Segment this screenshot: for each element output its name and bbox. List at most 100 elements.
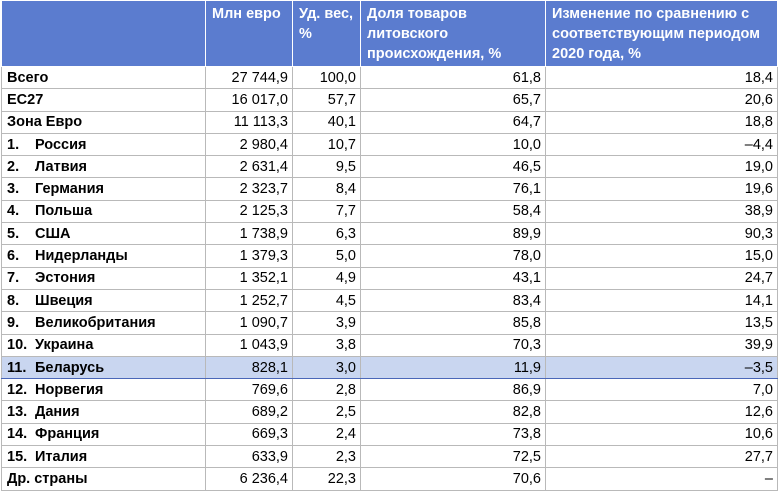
country-name: Великобритания — [35, 314, 156, 331]
country-cell: Др. страны — [1, 467, 206, 491]
lt-origin-share-cell: 85,8 — [360, 311, 546, 335]
lt-origin-share-cell: 89,9 — [360, 222, 546, 246]
lt-origin-share-cell: 43,1 — [360, 266, 546, 290]
header-country — [1, 1, 206, 67]
change-cell: 27,7 — [545, 445, 778, 469]
value-mln-eur-cell: 633,9 — [205, 445, 293, 469]
share-cell: 6,3 — [292, 222, 361, 246]
value-mln-eur-cell: 689,2 — [205, 400, 293, 424]
header-lt-origin-share: Доля товаров литовского происхождения, % — [360, 1, 546, 67]
value-mln-eur-cell: 669,3 — [205, 422, 293, 447]
table-row: Др. страны 6 236,4 22,3 70,6– — [1, 467, 778, 491]
header-mln-eur: Млн евро — [205, 1, 293, 67]
country-name: Эстония — [35, 270, 96, 287]
share-cell: 2,5 — [292, 400, 361, 424]
country-cell: 6. Нидерланды — [1, 244, 206, 268]
country-cell: 10. Украина — [1, 333, 206, 357]
country-cell: 15. Италия — [1, 445, 206, 469]
country-cell: Всего — [1, 65, 206, 90]
change-cell: 19,0 — [545, 155, 778, 179]
rank-label: 2. — [7, 158, 20, 175]
rank-label: 3. — [7, 181, 20, 198]
share-cell: 57,7 — [292, 88, 361, 112]
table-row: 11. Беларусь 828,1 3,0 11,9 –3,5 — [1, 355, 778, 380]
lt-origin-share-cell: 86,9 — [360, 378, 546, 402]
header-share: Уд. вес, % — [292, 1, 361, 67]
table-row: 4. Польша 2 125,3 7,7 58,4 38,9 — [1, 199, 778, 224]
table-row: 5. США 1 738,9 6,3 89,9 90,3 — [1, 222, 778, 246]
country-name: Норвегия — [35, 381, 104, 398]
lt-origin-share-cell: 78,0 — [360, 244, 546, 268]
lt-origin-share-cell: 82,8 — [360, 400, 546, 424]
rank-label: 15. — [7, 448, 28, 465]
rank-label: 8. — [7, 292, 20, 309]
rank-label: 10. — [7, 337, 28, 354]
share-cell: 22,3 — [292, 467, 361, 491]
share-cell: 40,1 — [292, 110, 361, 134]
country-cell: 8. Швеция — [1, 288, 206, 313]
change-cell: 15,0 — [545, 244, 778, 268]
country-cell: 7. Эстония — [1, 266, 206, 290]
country-name: Нидерланды — [35, 248, 128, 265]
change-cell: 14,1 — [545, 288, 778, 313]
table-row: Зона Евро 11 113,3 40,1 64,7 18,8 — [1, 110, 778, 134]
table-header-row: Млн евро Уд. вес, % Доля товаров литовск… — [1, 1, 778, 67]
lt-origin-share-cell: 65,7 — [360, 88, 546, 112]
share-cell: 100,0 — [292, 65, 361, 90]
rank-label: 1. — [7, 136, 20, 153]
value-mln-eur-cell: 828,1 — [205, 355, 293, 380]
rank-label: 4. — [7, 203, 20, 220]
rank-label: 7. — [7, 270, 20, 287]
value-mln-eur-cell: 1 379,3 — [205, 244, 293, 268]
change-cell: 39,9 — [545, 333, 778, 357]
share-cell: 3,9 — [292, 311, 361, 335]
share-cell: 3,0 — [292, 355, 361, 380]
table-row: 6. Нидерланды 1 379,3 5,0 78,0 15,0 — [1, 244, 778, 268]
rank-label: 14. — [7, 426, 28, 443]
table-row: 1. Россия 2 980,4 10,7 10,0 –4,4 — [1, 132, 778, 157]
value-mln-eur-cell: 16 017,0 — [205, 88, 293, 112]
table-row: Всего 27 744,9 100,0 61,8 18,4 — [1, 65, 778, 90]
lt-origin-share-cell: 76,1 — [360, 177, 546, 201]
country-name: Швеция — [35, 292, 93, 309]
change-cell: –3,5 — [545, 355, 778, 380]
table-row: 8. Швеция 1 252,7 4,5 83,4 14,1 — [1, 288, 778, 313]
value-mln-eur-cell: 1 352,1 — [205, 266, 293, 290]
country-name: Россия — [35, 136, 87, 153]
lt-origin-share-cell: 10,0 — [360, 132, 546, 157]
country-cell: 3. Германия — [1, 177, 206, 201]
country-cell: 13. Дания — [1, 400, 206, 424]
share-cell: 7,7 — [292, 199, 361, 224]
country-cell: ЕС27 — [1, 88, 206, 112]
country-cell: 14. Франция — [1, 422, 206, 447]
lt-origin-share-cell: 72,5 — [360, 445, 546, 469]
change-cell: 38,9 — [545, 199, 778, 224]
country-name: Всего — [7, 69, 49, 86]
rank-label: 9. — [7, 314, 20, 331]
change-cell: 20,6 — [545, 88, 778, 112]
share-cell: 10,7 — [292, 132, 361, 157]
change-cell: 7,0 — [545, 378, 778, 402]
lt-origin-share-cell: 61,8 — [360, 65, 546, 90]
country-cell: 12. Норвегия — [1, 378, 206, 402]
rank-label: 6. — [7, 248, 20, 265]
rank-label: 5. — [7, 225, 20, 242]
lt-origin-share-cell: 83,4 — [360, 288, 546, 313]
value-mln-eur-cell: 2 125,3 — [205, 199, 293, 224]
table-row: 14. Франция 669,3 2,4 73,8 10,6 — [1, 422, 778, 447]
value-mln-eur-cell: 2 631,4 — [205, 155, 293, 179]
value-mln-eur-cell: 2 323,7 — [205, 177, 293, 201]
table-row: 13. Дания 689,2 2,5 82,8 12,6 — [1, 400, 778, 424]
country-name: ЕС27 — [7, 91, 44, 108]
change-cell: 18,8 — [545, 110, 778, 134]
country-name: США — [35, 225, 71, 242]
country-name: Дания — [35, 404, 80, 421]
share-cell: 8,4 — [292, 177, 361, 201]
change-cell: 10,6 — [545, 422, 778, 447]
share-cell: 5,0 — [292, 244, 361, 268]
value-mln-eur-cell: 1 738,9 — [205, 222, 293, 246]
value-mln-eur-cell: 11 113,3 — [205, 110, 293, 134]
table-row: 2. Латвия 2 631,4 9,5 46,5 19,0 — [1, 155, 778, 179]
